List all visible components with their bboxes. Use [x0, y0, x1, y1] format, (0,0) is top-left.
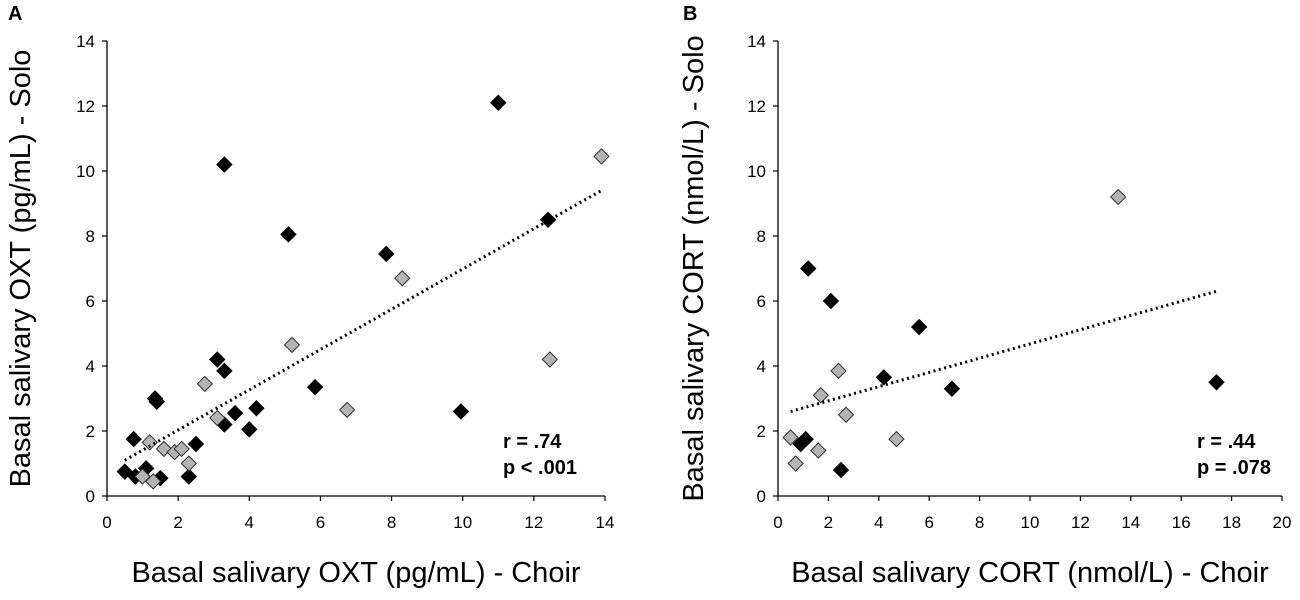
data-point	[148, 393, 166, 410]
data-point	[394, 270, 411, 287]
stat-p: p = .078	[1197, 457, 1271, 479]
x-tick-label: 14	[1121, 513, 1140, 532]
x-tick-label: 14	[596, 513, 615, 532]
data-point	[1208, 374, 1225, 391]
data-point	[141, 434, 158, 451]
x-tick-label: 0	[102, 513, 111, 532]
panel-letter: A	[8, 3, 22, 25]
y-tick-label: 10	[76, 162, 95, 181]
data-point	[173, 440, 190, 458]
data-point	[116, 463, 133, 480]
data-point	[378, 245, 395, 263]
data-point	[280, 226, 297, 243]
y-tick-label: 12	[76, 97, 95, 116]
x-tick-label: 10	[453, 513, 472, 532]
x-tick-label: 4	[874, 513, 883, 532]
y-tick-label: 8	[86, 227, 95, 246]
x-tick-label: 8	[975, 513, 984, 532]
data-point	[216, 362, 233, 380]
data-point	[782, 429, 799, 446]
data-point	[810, 442, 827, 459]
data-point	[787, 455, 804, 472]
panel-a: A 0 2 4 6 8 10 12 14 0 2 4 6 8 10 12 14 Basal salivary OX…	[5, 3, 614, 589]
y-tick-label: 10	[747, 162, 766, 181]
data-point	[180, 468, 198, 485]
y-tick-label: 0	[86, 487, 95, 506]
data-point	[187, 435, 205, 453]
panel-letter: B	[683, 3, 697, 25]
stat-p: p < .001	[503, 457, 577, 479]
data-point	[593, 148, 610, 165]
data-point	[830, 362, 847, 380]
stat-r: r = .44	[1197, 431, 1256, 453]
data-point	[837, 406, 855, 423]
data-point	[196, 375, 214, 393]
y-tick-label: 2	[86, 422, 95, 441]
x-tick-label: 10	[1021, 513, 1040, 532]
x-tick-label: 2	[824, 513, 833, 532]
data-point	[910, 318, 928, 336]
y-tick-label: 8	[757, 227, 766, 246]
panel-b: B 0 2 4 6 8 10 12 14 0 2 4 6 8 10 12 14 16 18 20 Basal saliv…	[678, 3, 1291, 589]
data-point	[216, 156, 233, 173]
data-point	[822, 292, 840, 310]
data-point	[226, 404, 244, 422]
x-tick-label: 8	[387, 513, 396, 532]
trendline	[790, 289, 1217, 413]
y-tick-label: 14	[76, 32, 95, 51]
trendline	[124, 189, 603, 462]
data-point	[490, 94, 507, 111]
y-tick-label: 2	[757, 422, 766, 441]
data-point	[541, 351, 559, 368]
y-tick-label: 0	[757, 487, 766, 506]
x-tick-label: 12	[524, 513, 543, 532]
x-tick-label: 12	[1071, 513, 1090, 532]
y-axis-title: Basal salivary OXT (pg/mL) - Solo	[5, 50, 37, 488]
data-point	[800, 260, 817, 277]
data-point	[306, 378, 324, 396]
x-tick-label: 6	[316, 513, 325, 532]
data-point	[209, 351, 226, 368]
data-point	[248, 400, 265, 417]
y-tick-label: 12	[747, 97, 766, 116]
data-point	[452, 403, 470, 420]
series-black	[792, 260, 1225, 479]
y-axis-title: Basal salivary CORT (nmol/L) - Solo	[678, 35, 710, 501]
data-point	[1109, 188, 1127, 206]
data-point	[797, 430, 814, 448]
data-point	[832, 461, 850, 479]
x-axis-title: Basal salivary OXT (pg/mL) - Choir	[131, 557, 580, 589]
data-point	[888, 430, 905, 448]
x-axis-title: Basal salivary CORT (nmol/L) - Choir	[791, 557, 1269, 589]
data-point	[875, 369, 893, 386]
data-point	[125, 430, 142, 448]
x-tick-label: 2	[173, 513, 182, 532]
data-point	[338, 401, 356, 419]
y-tick-label: 4	[86, 357, 95, 376]
data-point	[241, 421, 258, 438]
data-point	[180, 455, 198, 472]
data-point	[283, 336, 301, 354]
series-gray	[782, 188, 1127, 472]
data-point	[145, 473, 162, 490]
y-tick-label: 6	[86, 292, 95, 311]
y-tick-label: 14	[747, 32, 766, 51]
data-point	[812, 387, 830, 404]
data-point	[539, 211, 557, 228]
series-gray	[134, 148, 610, 490]
y-tick-label: 4	[757, 357, 766, 376]
x-tick-label: 6	[924, 513, 933, 532]
x-tick-label: 16	[1172, 513, 1191, 532]
x-tick-label: 0	[773, 513, 782, 532]
x-tick-label: 18	[1222, 513, 1241, 532]
x-tick-label: 4	[245, 513, 254, 532]
stat-r: r = .74	[503, 431, 562, 453]
data-point	[943, 380, 961, 397]
data-point	[209, 409, 226, 427]
y-tick-label: 6	[757, 292, 766, 311]
x-tick-label: 20	[1273, 513, 1292, 532]
